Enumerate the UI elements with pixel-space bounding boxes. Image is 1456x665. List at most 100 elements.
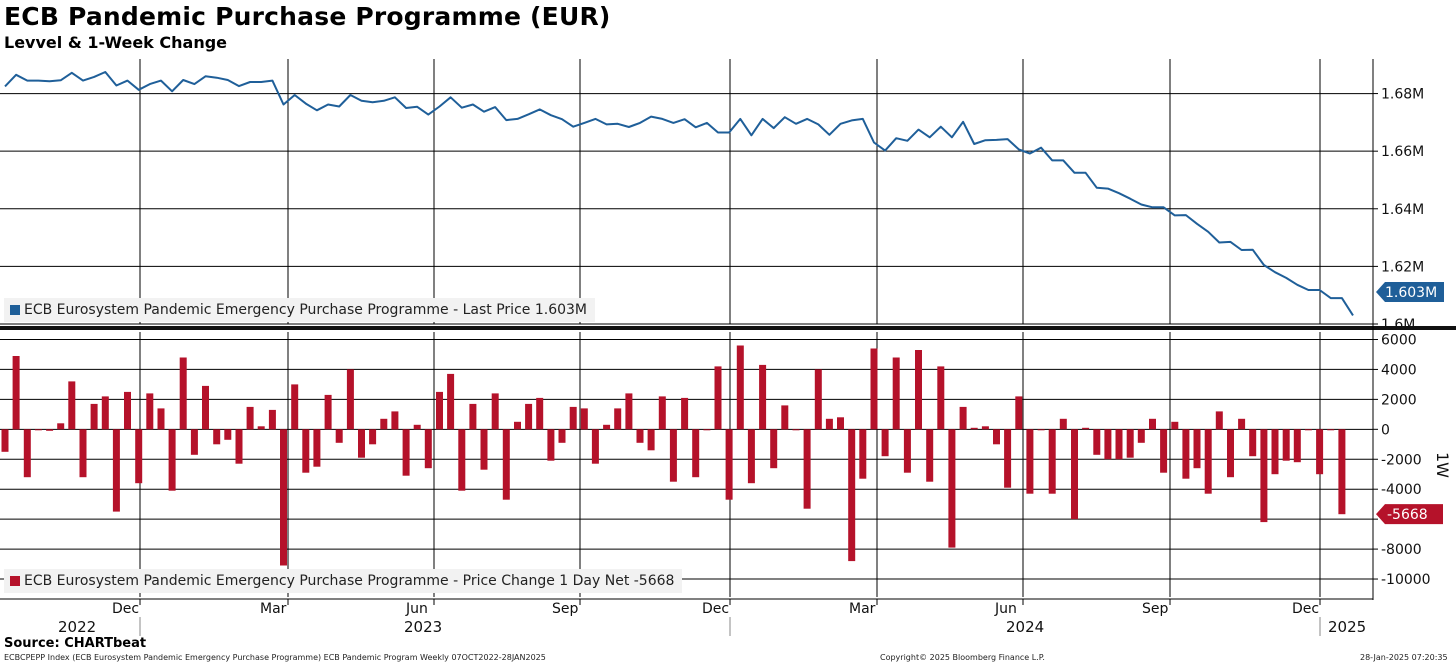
bar-mark [859, 429, 867, 479]
bar-mark [770, 429, 778, 469]
bar-mark [213, 429, 221, 445]
bar-mark [580, 408, 588, 430]
bar-mark [157, 408, 165, 430]
bar-mark [402, 429, 410, 476]
bar-mark [569, 406, 577, 430]
bar-mark [1316, 429, 1324, 475]
bar-axis-title: 1W [1433, 452, 1452, 478]
year-label: 2023 [404, 618, 442, 636]
bar-y-tick-label: 4000 [1381, 362, 1417, 378]
bar-mark [547, 429, 555, 461]
bar-y-tick-label: -4000 [1381, 482, 1422, 498]
bar-mark [892, 357, 900, 430]
bar-mark [848, 429, 856, 562]
bar-mark [1215, 411, 1223, 430]
x-tick-label: Jun [405, 601, 428, 617]
line-y-tick-label: 1.64M [1381, 202, 1424, 218]
bar-y-tick-label: -2000 [1381, 452, 1422, 468]
bar-mark [491, 393, 499, 430]
bar-mark [1193, 429, 1201, 469]
line-legend-swatch [10, 305, 20, 315]
bar-mark [447, 373, 455, 430]
bar-mark [23, 429, 31, 478]
bar-mark [736, 345, 744, 430]
bar-mark [424, 429, 432, 469]
bar-mark [1, 429, 9, 452]
x-tick-label: Sep [552, 601, 579, 617]
x-tick-label: Jun [994, 601, 1017, 617]
bar-mark [970, 427, 978, 430]
bar-mark [614, 408, 622, 430]
bar-mark [391, 411, 399, 430]
bar-mark [458, 429, 466, 491]
bar-mark [1059, 418, 1067, 430]
bar-mark [124, 391, 131, 430]
line-series-ecb-pepp [4, 71, 1354, 316]
bar-mark [803, 429, 811, 509]
bar-mark [502, 429, 510, 500]
bar-mark [1071, 429, 1078, 520]
bar-mark [313, 429, 321, 467]
bar-mark [837, 417, 844, 430]
bar-mark [12, 356, 20, 430]
footer-timestamp: 28-Jan-2025 07:20:35 [1360, 653, 1448, 662]
bar-mark [814, 369, 822, 430]
bar-mark [1271, 429, 1279, 475]
year-label: 2025 [1328, 618, 1366, 636]
line-y-tick-label: 1.68M [1381, 87, 1424, 103]
bar-mark [380, 418, 388, 430]
bar-mark [1115, 429, 1123, 460]
chart-subtitle: Levvel & 1-Week Change [4, 33, 228, 52]
bar-mark [1093, 429, 1101, 455]
bar-mark [603, 424, 611, 430]
line-legend-label: ECB Eurosystem Pandemic Emergency Purcha… [24, 302, 587, 318]
x-tick-label: Dec [702, 601, 729, 617]
bar-mark [825, 418, 833, 430]
bar-mark [90, 403, 98, 430]
bar-mark [79, 429, 87, 478]
x-tick-label: Mar [849, 601, 876, 617]
bar-y-tick-label: 0 [1381, 422, 1390, 438]
bar-mark [647, 429, 655, 451]
bar-mark [881, 429, 889, 457]
bar-mark [335, 429, 343, 443]
bar-mark [469, 403, 477, 430]
bar-mark [1304, 429, 1312, 431]
bar-mark [46, 429, 54, 431]
bar-mark [725, 429, 733, 500]
footer-description: ECBCPEPP Index (ECB Eurosystem Pandemic … [4, 653, 546, 662]
bar-mark [257, 426, 265, 430]
bar-mark [993, 429, 1000, 445]
bar-mark [1204, 429, 1212, 494]
bar-mark [202, 385, 209, 430]
bar-mark [981, 426, 989, 430]
bar-mark [959, 406, 967, 430]
bar-mark [525, 403, 533, 430]
bar-mark [1260, 429, 1268, 523]
bar-mark [1293, 429, 1301, 463]
bar-mark [1160, 429, 1168, 473]
bar-mark [190, 429, 198, 455]
bar-legend-swatch [10, 576, 20, 586]
bar-mark [1037, 429, 1045, 431]
bar-mark [1026, 429, 1034, 494]
footer-copyright: Copyright© 2025 Bloomberg Finance L.P. [880, 653, 1045, 662]
bar-mark [1082, 427, 1090, 430]
bar-mark [1048, 429, 1056, 494]
bar-mark [1004, 429, 1012, 488]
bar-mark [747, 429, 755, 484]
bar-mark [1015, 396, 1023, 430]
x-tick-label: Dec [1292, 601, 1319, 617]
year-label: 2022 [58, 618, 96, 636]
bar-y-tick-label: 6000 [1381, 332, 1417, 348]
bar-mark [268, 409, 276, 430]
bar-mark [346, 369, 354, 430]
bar-mark [235, 429, 243, 464]
year-label: 2024 [1006, 618, 1044, 636]
bar-mark [146, 393, 154, 430]
bar-mark [948, 429, 956, 548]
bar-mark [692, 429, 700, 478]
bar-mark [68, 381, 76, 430]
panel-separator [0, 326, 1456, 330]
